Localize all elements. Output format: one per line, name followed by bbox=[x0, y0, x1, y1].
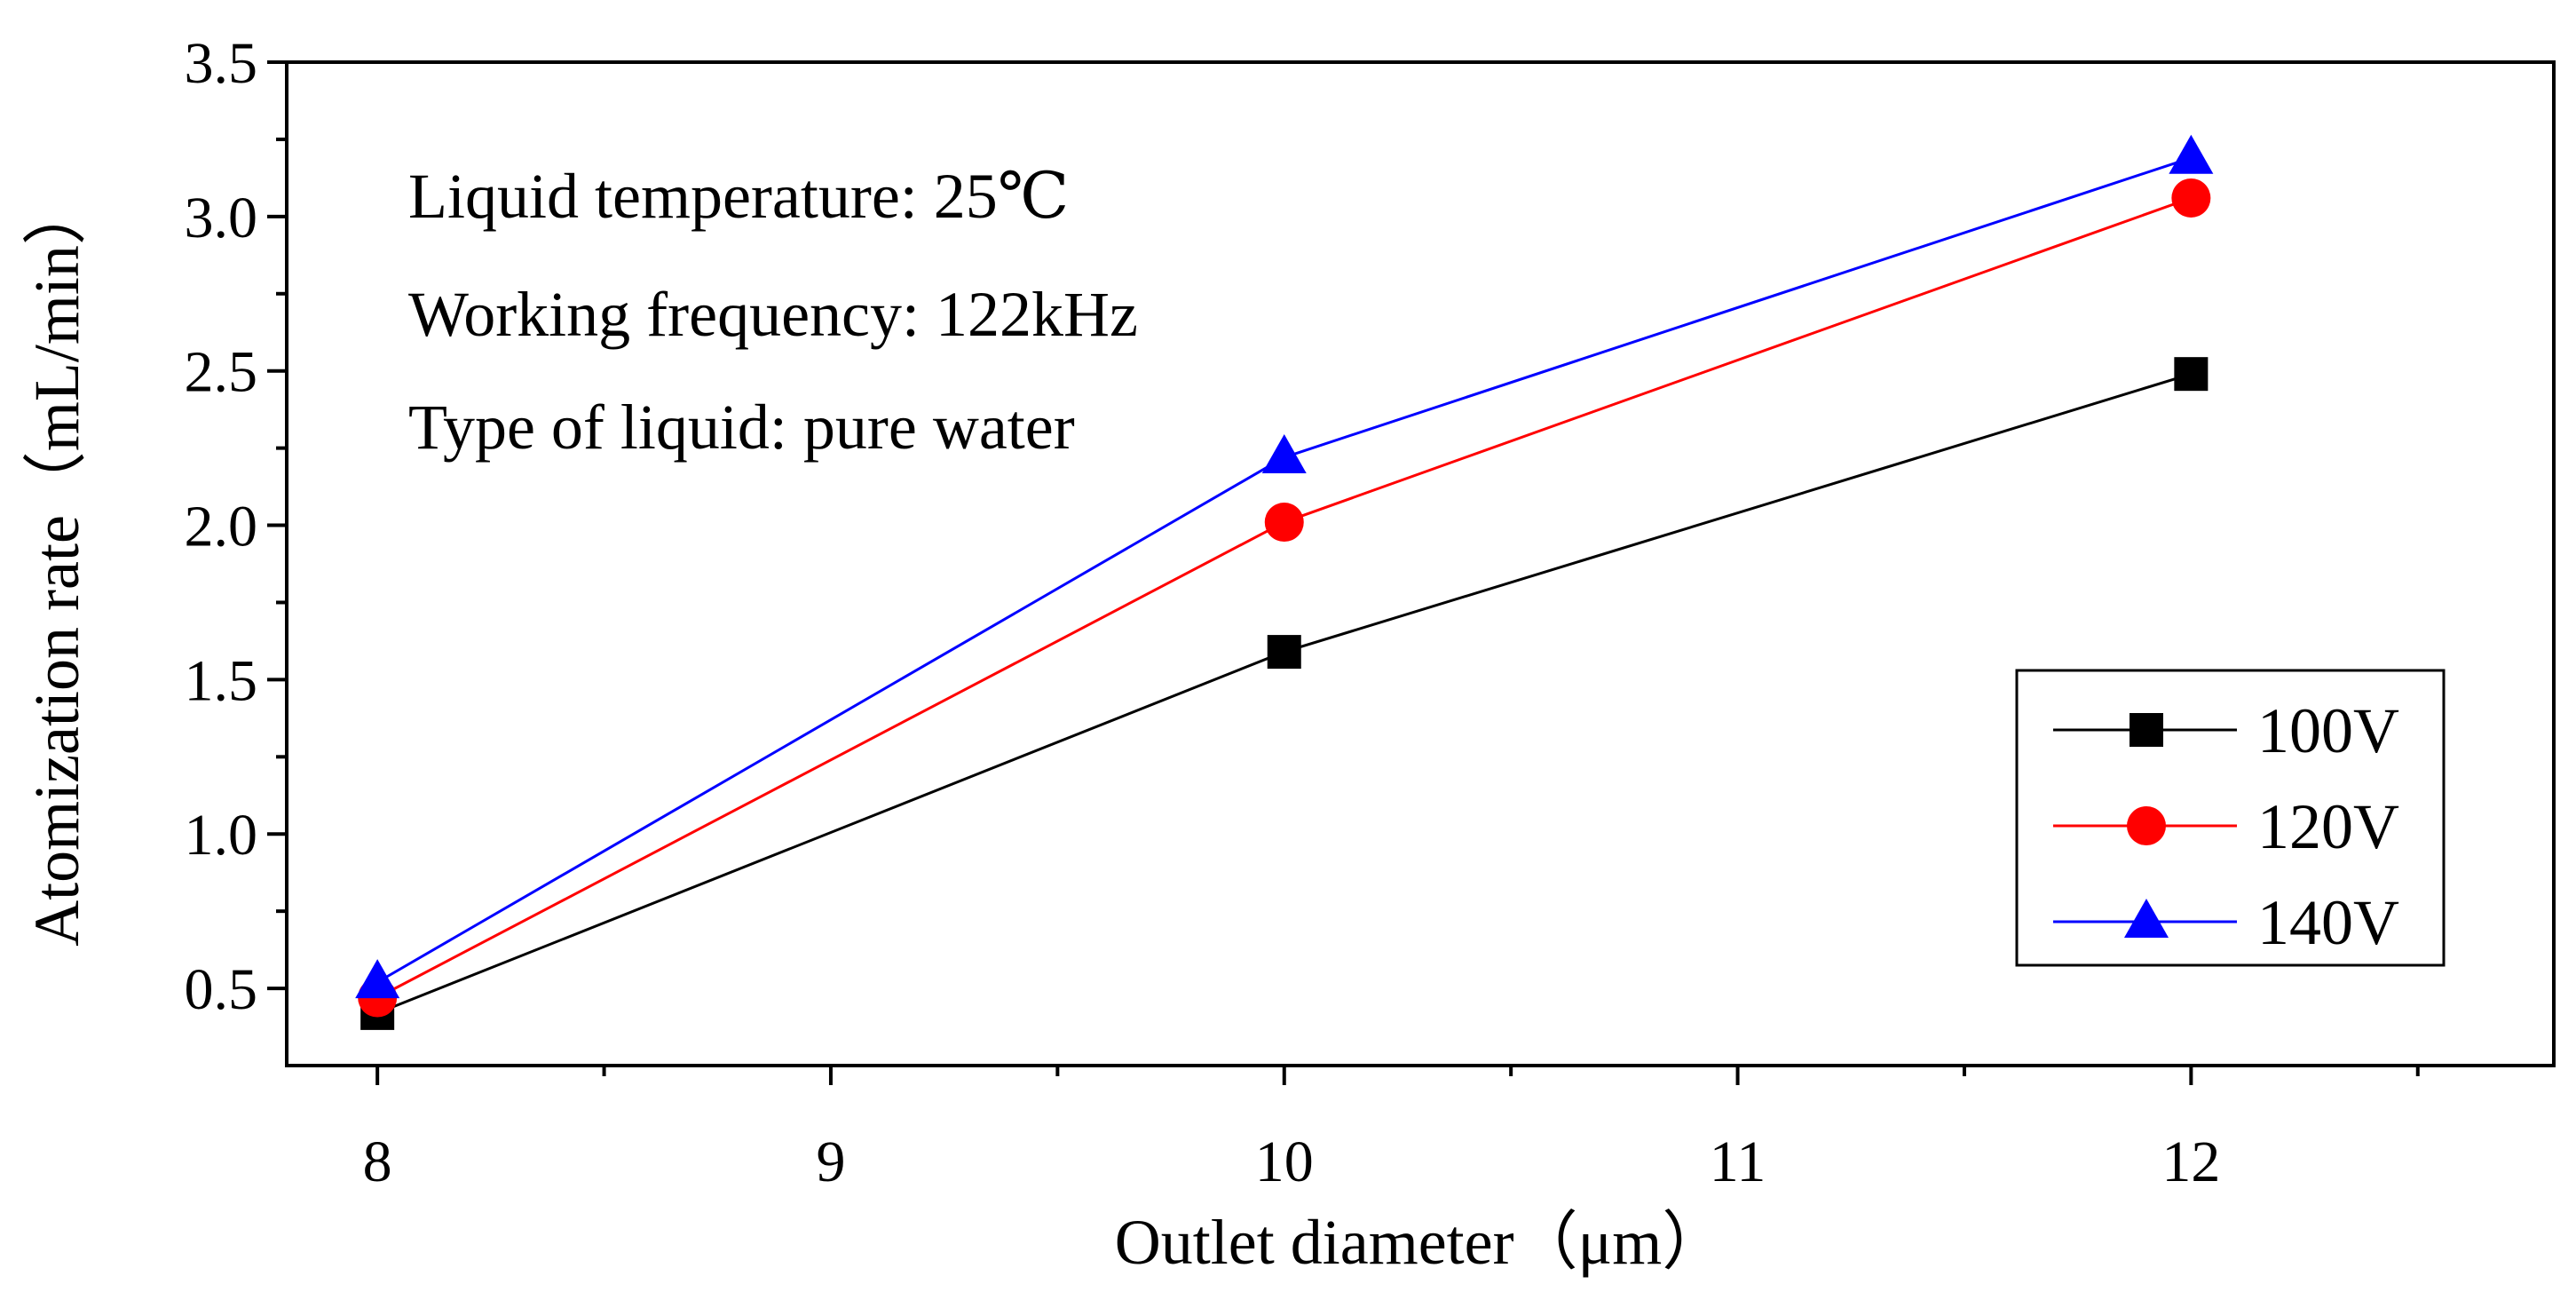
data-point-140v bbox=[2169, 134, 2214, 174]
y-tick-label: 0.5 bbox=[185, 957, 258, 1022]
y-tick-label: 3.5 bbox=[185, 31, 258, 96]
legend-label-100v: 100V bbox=[2257, 695, 2399, 766]
annotation-text: Liquid temperature: 25℃ bbox=[408, 161, 1069, 232]
x-tick-label: 8 bbox=[363, 1130, 392, 1194]
x-tick-label: 11 bbox=[1710, 1130, 1766, 1194]
y-tick-label: 1.5 bbox=[185, 648, 258, 713]
data-point-120v bbox=[2171, 178, 2211, 218]
legend-box bbox=[2015, 669, 2446, 967]
y-axis-title: Atomization rate（mL/min） bbox=[21, 181, 92, 947]
plot-frame bbox=[285, 60, 2556, 1067]
x-axis-title: Outlet diameter（μm） bbox=[1115, 1207, 1726, 1278]
data-point-120v bbox=[1264, 503, 1304, 543]
x-tick-label: 9 bbox=[816, 1130, 845, 1194]
chart-marks: 8 9 10 11 12 0.5 1.0 1.5 2.0 2.5 3.0 3.5 Outlet diam… bbox=[21, 31, 2556, 1278]
data-point-140v bbox=[1261, 434, 1307, 474]
data-point-140v bbox=[355, 959, 400, 999]
x-tick-label: 10 bbox=[1255, 1130, 1314, 1194]
legend-label-120v: 120V bbox=[2257, 791, 2399, 862]
y-tick-label: 1.0 bbox=[185, 803, 258, 868]
legend-label-140v: 140V bbox=[2257, 887, 2399, 958]
data-point-100v bbox=[1267, 635, 1301, 670]
legend-marker-120v bbox=[2127, 806, 2166, 845]
annotation-text: Type of liquid: pure water bbox=[408, 392, 1075, 463]
y-tick-label: 3.0 bbox=[185, 186, 258, 250]
data-point-100v bbox=[2174, 357, 2209, 392]
y-tick-label: 2.0 bbox=[185, 495, 258, 559]
x-tick-label: 12 bbox=[2161, 1130, 2220, 1194]
legend-marker-100v bbox=[2130, 713, 2163, 747]
y-tick-label: 2.5 bbox=[185, 340, 258, 405]
legend-marker-140v bbox=[2124, 899, 2169, 938]
annotation-text: Working frequency: 122kHz bbox=[408, 279, 1138, 350]
